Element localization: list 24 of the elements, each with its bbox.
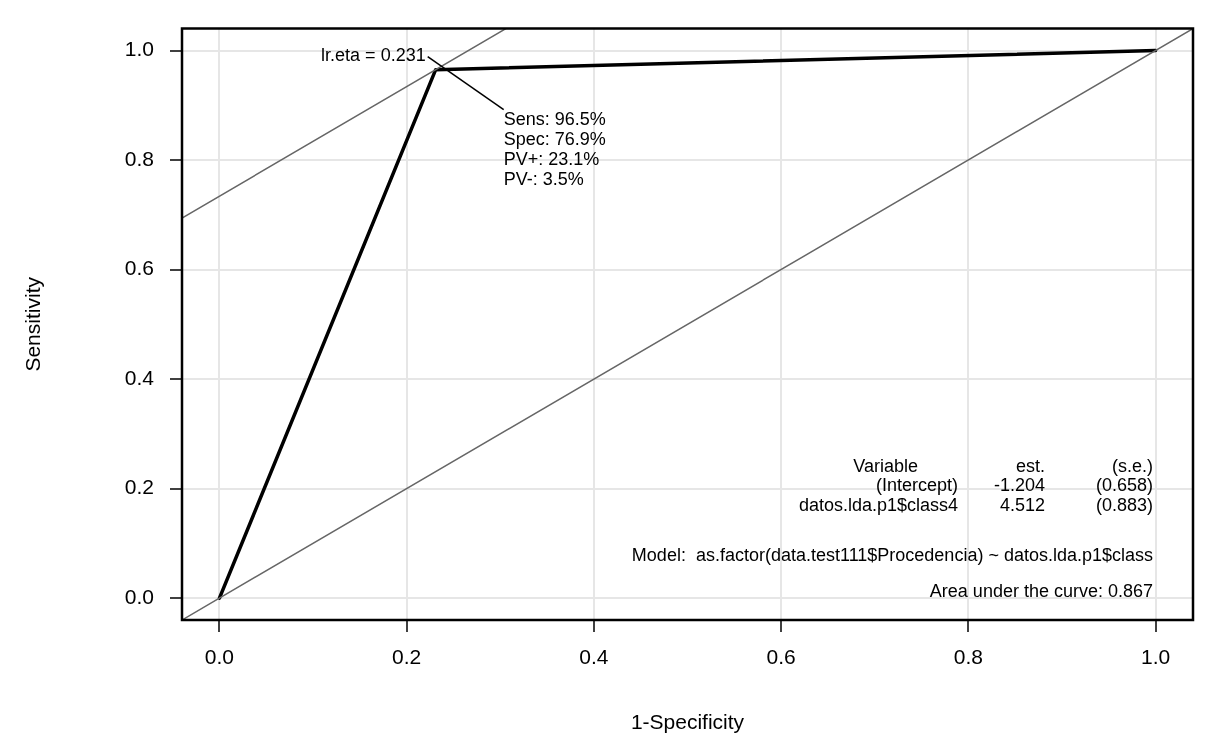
annotation: Sens: 96.5% xyxy=(503,108,606,129)
y-tick-label: 1.0 xyxy=(124,37,154,61)
annotation: Spec: 76.9% xyxy=(503,128,606,149)
annotation: PV-: 3.5% xyxy=(503,168,584,189)
y-tick-label: 0.4 xyxy=(124,365,155,389)
x-tick-label: 0.4 xyxy=(579,645,609,669)
y-tick-label: 0.6 xyxy=(124,256,154,280)
x-axis-title: 1-Specificity xyxy=(630,710,745,734)
x-tick-label: 1.0 xyxy=(1140,645,1171,669)
annotation: Area under the curve: 0.867 xyxy=(929,580,1153,601)
x-tick-label: 0.6 xyxy=(766,645,796,669)
y-tick-label: 0.2 xyxy=(124,475,154,499)
annotation: lr.eta = 0.231 xyxy=(321,44,426,65)
text: Variable est. (s.e.) xyxy=(853,455,1153,476)
y-axis-title: Sensitivity xyxy=(21,276,45,372)
x-tick-label: 0.0 xyxy=(204,645,235,669)
annotation: Model: as.factor(data.test111$Procedencia) ~ datos.lda.p1$class xyxy=(631,544,1153,565)
x-tick-label: 0.2 xyxy=(392,645,422,669)
y-tick-label: 0.8 xyxy=(124,146,154,170)
y-tick-label: 0.0 xyxy=(124,584,154,608)
x-tick-label: 0.8 xyxy=(953,645,983,669)
text: (Intercept) -1.204 (0.658) xyxy=(875,475,1153,496)
annotation: PV+: 23.1% xyxy=(503,148,600,169)
text: datos.lda.p1$class4 4.512 (0.883) xyxy=(798,494,1153,515)
